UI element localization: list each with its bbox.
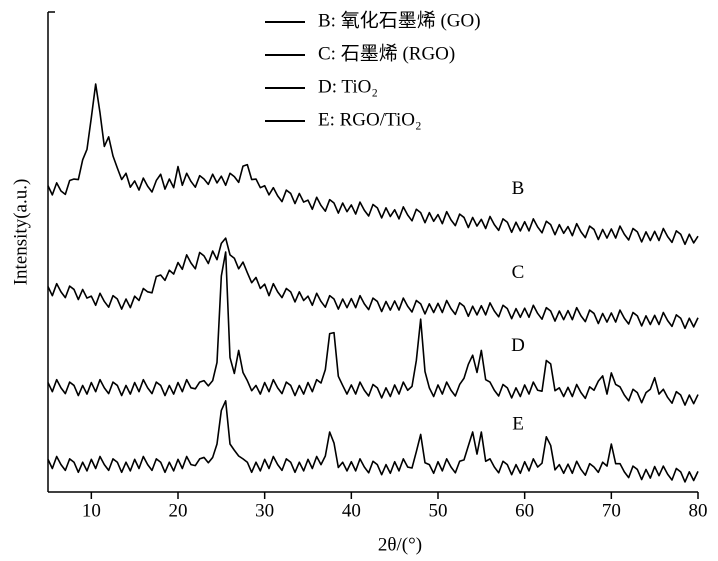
x-tick-label: 20 [169, 500, 188, 521]
data-line [47, 237, 699, 330]
x-tick-label: 80 [689, 500, 708, 521]
curve-label: B [512, 178, 525, 199]
x-tick-label: 70 [602, 500, 621, 521]
data-line [47, 400, 699, 483]
curve-label: D [511, 335, 525, 356]
y-axis-label: Intensity(a.u.) [10, 179, 31, 286]
x-tick-label: 30 [255, 500, 274, 521]
legend-label: D: TiO₂ [318, 76, 378, 97]
data-line [47, 251, 699, 406]
curve-label: C [512, 262, 525, 283]
legend-label: C: 石墨烯 (RGO) [318, 42, 455, 64]
data-line [47, 83, 699, 246]
x-axis-label: 2θ/(°) [378, 534, 422, 555]
x-tick-label: 40 [342, 500, 361, 521]
x-tick-label: 50 [429, 500, 448, 521]
x-tick-label: 10 [82, 500, 101, 521]
curve-label: E [512, 413, 524, 434]
x-tick-label: 60 [515, 500, 534, 521]
legend-label: B: 氧化石墨烯 (GO) [318, 9, 481, 31]
legend-label: E: RGO/TiO₂ [318, 109, 422, 130]
